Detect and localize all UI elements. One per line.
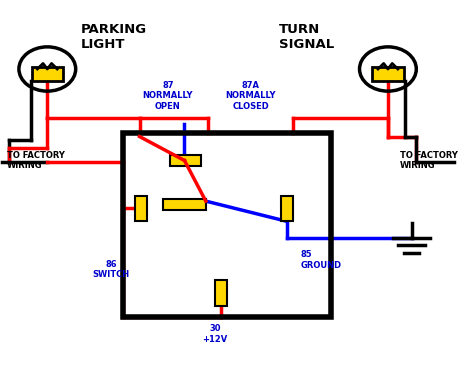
Bar xyxy=(32,67,63,81)
Bar xyxy=(163,199,206,210)
Bar xyxy=(282,196,293,221)
Text: 87
NORMALLY
OPEN: 87 NORMALLY OPEN xyxy=(143,81,193,111)
Text: TURN
SIGNAL: TURN SIGNAL xyxy=(279,23,334,51)
Bar xyxy=(372,67,403,81)
Text: 30
+12V: 30 +12V xyxy=(202,324,228,344)
Text: 86
SWITCH: 86 SWITCH xyxy=(92,260,130,279)
Text: 85
GROUND: 85 GROUND xyxy=(301,251,342,270)
Text: TO FACTORY
WIRING: TO FACTORY WIRING xyxy=(7,151,65,170)
Bar xyxy=(215,280,227,306)
Bar xyxy=(170,155,201,166)
Bar xyxy=(135,196,146,221)
Text: 87A
NORMALLY
CLOSED: 87A NORMALLY CLOSED xyxy=(226,81,276,111)
Bar xyxy=(123,133,331,317)
Text: PARKING
LIGHT: PARKING LIGHT xyxy=(81,23,146,51)
Text: TO FACTORY
WIRING: TO FACTORY WIRING xyxy=(400,151,457,170)
